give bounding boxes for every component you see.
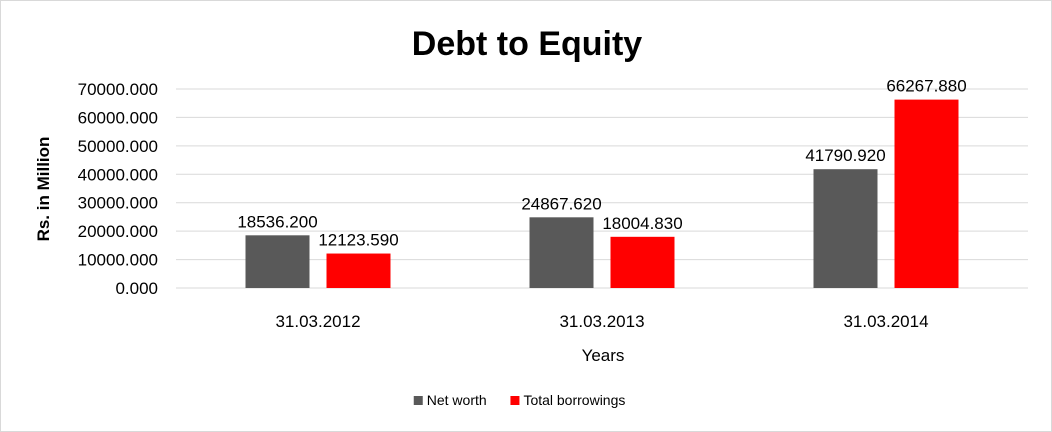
legend-swatch (510, 396, 520, 405)
y-tick-label: 0.000 (115, 279, 158, 298)
y-axis-ticks: 0.000 10000.000 20000.000 30000.000 40000.00… (78, 80, 158, 298)
bars (245, 99, 959, 288)
bar-net-worth (529, 217, 594, 288)
y-tick-label: 70000.000 (78, 80, 158, 99)
data-label: 18536.200 (237, 212, 317, 231)
x-axis-title: Years (582, 346, 625, 365)
data-label: 12123.590 (318, 231, 398, 250)
y-tick-label: 10000.000 (78, 251, 158, 270)
gridlines (176, 88, 1028, 289)
bar-total-borrowings (326, 253, 391, 288)
legend-label: Net worth (427, 392, 487, 408)
x-tick-label: 31.03.2013 (559, 312, 644, 331)
x-tick-label: 31.03.2014 (843, 312, 928, 331)
data-label: 24867.620 (521, 194, 601, 213)
y-axis-title: Rs. in Million (34, 137, 53, 242)
chart-title: Debt to Equity (412, 25, 643, 63)
data-label: 18004.830 (602, 214, 682, 233)
y-tick-label: 20000.000 (78, 222, 158, 241)
y-tick-label: 30000.000 (78, 194, 158, 213)
x-axis-ticks: 31.03.2012 31.03.2013 31.03.2014 (275, 312, 928, 331)
bar-total-borrowings (610, 236, 675, 288)
x-tick-label: 31.03.2012 (275, 312, 360, 331)
bar-net-worth (813, 169, 878, 288)
legend: Net worth Total borrowings (413, 392, 625, 408)
legend-label: Total borrowings (523, 392, 625, 408)
legend-swatch (413, 396, 423, 405)
data-label: 66267.880 (886, 77, 966, 96)
bar-net-worth (245, 235, 310, 288)
y-tick-label: 40000.000 (78, 165, 158, 184)
data-label: 41790.920 (805, 146, 885, 165)
y-tick-label: 50000.000 (78, 137, 158, 156)
y-tick-label: 60000.000 (78, 108, 158, 127)
bar-total-borrowings (894, 99, 959, 288)
